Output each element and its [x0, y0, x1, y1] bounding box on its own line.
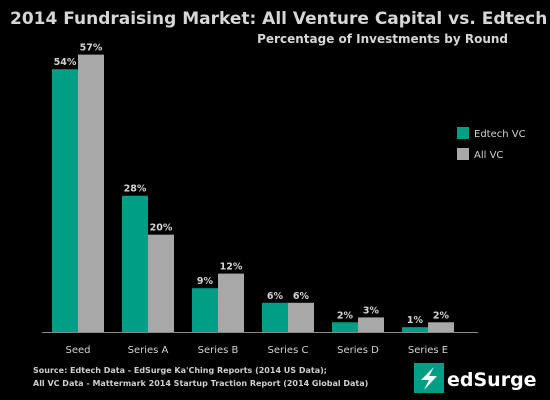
data-label-all-vc-series-e: 2% [433, 310, 450, 321]
bar-edtech-vc-series-b [192, 288, 218, 332]
bar-edtech-vc-series-c [262, 302, 288, 332]
x-tick-labels: Seed Series A Series B Series C Series D Seri… [66, 345, 449, 356]
bar-all-vc-series-a [148, 234, 174, 332]
bar-all-vc-series-c [288, 302, 314, 332]
edsurge-logo[interactable]: edSurge [414, 363, 537, 393]
data-label-edtech-vc-series-d: 2% [337, 310, 354, 321]
legend-label-edtech-vc: Edtech VC [474, 129, 526, 140]
data-labels-layer: 54%57% 28% 20% 9% 12% 6% 6% 2% 3% 1% 2% [54, 43, 450, 327]
data-label-edtech-vc-series-c: 6% [267, 291, 284, 302]
lightning-bolt-icon [421, 367, 437, 390]
data-label-all-vc-series-a: 20% [150, 223, 173, 234]
bar-edtech-vc-seed [52, 69, 78, 332]
x-tick-label-series-d: Series D [337, 345, 379, 356]
x-tick-label-seed: Seed [66, 345, 91, 356]
data-label-edtech-vc-seed: 54% [54, 57, 77, 68]
data-label-edtech-vc-series-e: 1% [407, 315, 424, 326]
logo-text: edSurge [447, 369, 537, 391]
bar-all-vc-series-e [428, 322, 454, 332]
data-label-all-vc-series-c: 6% [293, 291, 310, 302]
bar-all-vc-series-b [218, 273, 244, 332]
data-label-all-vc-series-d: 3% [363, 305, 380, 316]
x-tick-label-series-a: Series A [128, 345, 169, 356]
data-label-edtech-vc-series-b: 9% [197, 276, 214, 287]
bar-all-vc-series-d [358, 317, 384, 332]
x-tick-label-series-e: Series E [408, 345, 448, 356]
bar-edtech-vc-series-d [332, 322, 358, 332]
source-line-1: Source: Edtech Data - EdSurge Ka'Ching R… [33, 366, 327, 375]
bars-layer [52, 54, 454, 332]
bar-all-vc-seed [78, 54, 104, 332]
source-line-2: All VC Data - Mattermark 2014 Startup Tr… [33, 379, 368, 388]
chart-title: 2014 Fundraising Market: All Venture Cap… [10, 9, 550, 29]
x-tick-label-series-c: Series C [268, 345, 309, 356]
bar-edtech-vc-series-e [402, 327, 428, 332]
bar-edtech-vc-series-a [122, 195, 148, 332]
chart-subtitle: Percentage of Investments by Round [257, 32, 508, 46]
legend-swatch-all-vc [457, 148, 469, 160]
x-tick-label-series-b: Series B [198, 345, 239, 356]
data-label-all-vc-series-b: 12% [220, 262, 243, 273]
legend-swatch-edtech-vc [457, 127, 469, 139]
data-label-edtech-vc-series-a: 28% [124, 184, 147, 195]
legend-label-all-vc: All VC [474, 150, 503, 161]
data-label-all-vc-seed: 57% [80, 43, 103, 54]
legend: Edtech VC All VC [457, 127, 526, 161]
